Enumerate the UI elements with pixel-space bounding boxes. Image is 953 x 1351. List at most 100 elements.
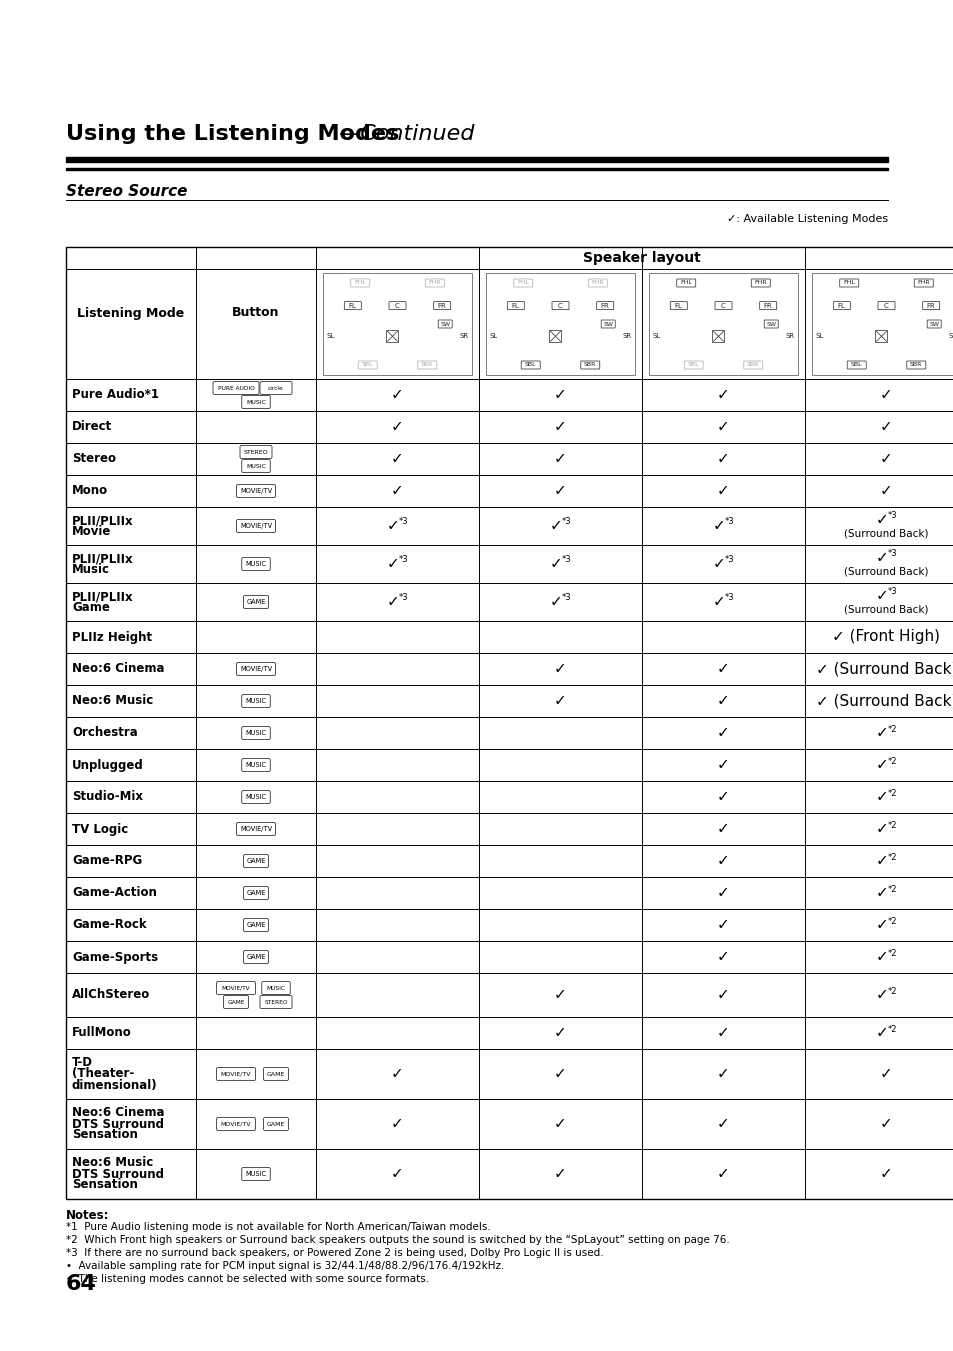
Text: ✓: ✓ [717,854,729,869]
Text: Music: Music [71,563,110,576]
Text: ✓: ✓ [391,1066,403,1082]
Text: Direct: Direct [71,420,112,434]
Text: T-D: T-D [71,1056,92,1070]
Text: FR: FR [926,303,935,308]
Text: ✓: ✓ [717,1025,729,1040]
Text: *2: *2 [887,948,897,958]
Text: ✓: ✓ [717,420,729,435]
Text: FL: FL [512,303,519,308]
Text: SBL: SBL [687,362,699,367]
Text: *3: *3 [398,593,408,603]
Text: ✓: ✓ [554,420,566,435]
Text: (Surround Back): (Surround Back) [843,530,928,539]
Text: PLII/PLIIx: PLII/PLIIx [71,590,133,603]
Text: ✓: ✓ [554,1166,566,1182]
Text: circle: circle [268,385,284,390]
Text: Neo:6 Music: Neo:6 Music [71,1156,153,1170]
Text: C: C [883,303,888,308]
Text: ✓: ✓ [875,512,888,527]
Text: GAME: GAME [267,1121,285,1127]
Text: FL: FL [674,303,682,308]
Bar [66,168,887,170]
Bar [712,330,723,342]
Text: GAME: GAME [246,921,265,928]
Text: ✓: ✓ [875,789,888,804]
Text: ✓: ✓ [391,484,403,499]
Text: MOVIE/TV: MOVIE/TV [240,523,272,530]
Text: —Continued: —Continued [337,124,474,145]
Text: ✓: ✓ [713,594,725,609]
Bar [811,273,953,376]
Bar [66,157,887,162]
Text: SR: SR [947,334,953,339]
Text: FR: FR [763,303,772,308]
Text: MOVIE/TV: MOVIE/TV [221,985,250,990]
Text: FHR: FHR [917,281,929,285]
Text: Game: Game [71,601,110,613]
Text: ✓: ✓ [717,725,729,740]
Text: ✓: ✓ [550,594,562,609]
Text: ✓: ✓ [554,988,566,1002]
Text: dimensional): dimensional) [71,1078,157,1092]
Bar [648,273,797,376]
Text: *3: *3 [724,593,734,603]
Text: MOVIE/TV: MOVIE/TV [240,666,272,671]
Text: SW: SW [928,322,938,327]
Text: *2: *2 [887,1024,897,1034]
Bar [485,273,635,376]
Text: ✓: ✓ [550,519,562,534]
Bar [323,273,472,376]
Text: *3: *3 [561,517,571,527]
Text: MUSIC: MUSIC [245,1171,266,1177]
Text: FullMono: FullMono [71,1027,132,1039]
Text: ✓: ✓ [717,917,729,932]
Text: MUSIC: MUSIC [245,561,266,567]
Text: ✓: ✓ [554,1025,566,1040]
Text: STEREO: STEREO [243,450,268,454]
Text: *2: *2 [887,986,897,996]
Text: Neo:6 Music: Neo:6 Music [71,694,153,708]
Text: SBR: SBR [746,362,759,367]
Text: ✓: ✓ [880,1116,892,1132]
Text: Neo:6 Cinema: Neo:6 Cinema [71,662,164,676]
Text: ✓: ✓ [717,388,729,403]
Text: *3: *3 [886,588,897,597]
Text: •  Available sampling rate for PCM input signal is 32/44.1/48/88.2/96/176.4/192k: • Available sampling rate for PCM input … [66,1260,504,1271]
Text: ✓: ✓ [387,557,399,571]
Text: FHR: FHR [754,281,766,285]
Text: *2: *2 [887,724,897,734]
Text: Stereo: Stereo [71,453,116,466]
Bar [875,330,886,342]
Text: ✓: ✓ [875,821,888,836]
Text: *3  If there are no surround back speakers, or Powered Zone 2 is being used, Dol: *3 If there are no surround back speaker… [66,1248,603,1258]
Text: PLII/PLIIx: PLII/PLIIx [71,513,133,527]
Text: ✓: ✓ [875,885,888,901]
Text: SBL: SBL [361,362,374,367]
Text: ✓: ✓ [717,885,729,901]
Text: ✓: ✓ [391,1166,403,1182]
Text: ✓: ✓ [387,519,399,534]
Text: ✓: ✓ [713,557,725,571]
Text: •  The listening modes cannot be selected with some source formats.: • The listening modes cannot be selected… [66,1274,429,1283]
Text: ✓: ✓ [391,388,403,403]
Text: ✓: ✓ [717,789,729,804]
Text: ✓: ✓ [875,854,888,869]
Text: ✓: ✓ [717,484,729,499]
Text: Mono: Mono [71,485,108,497]
Text: DTS Surround: DTS Surround [71,1117,164,1131]
Bar [66,247,953,1198]
Text: *2: *2 [887,820,897,830]
Text: GAME: GAME [267,1071,285,1077]
Text: C: C [558,303,562,308]
Text: Listening Mode: Listening Mode [77,307,185,319]
Text: MUSIC: MUSIC [245,762,266,767]
Text: ✓: ✓ [875,1025,888,1040]
Text: ✓: ✓ [880,1066,892,1082]
Text: AllChStereo: AllChStereo [71,989,150,1001]
Text: *3: *3 [724,555,734,565]
Text: *2: *2 [887,916,897,925]
Text: SBR: SBR [909,362,922,367]
Text: (Theater-: (Theater- [71,1067,134,1081]
Text: ✓ (Surround Back): ✓ (Surround Back) [815,693,953,708]
Text: *2: *2 [887,757,897,766]
